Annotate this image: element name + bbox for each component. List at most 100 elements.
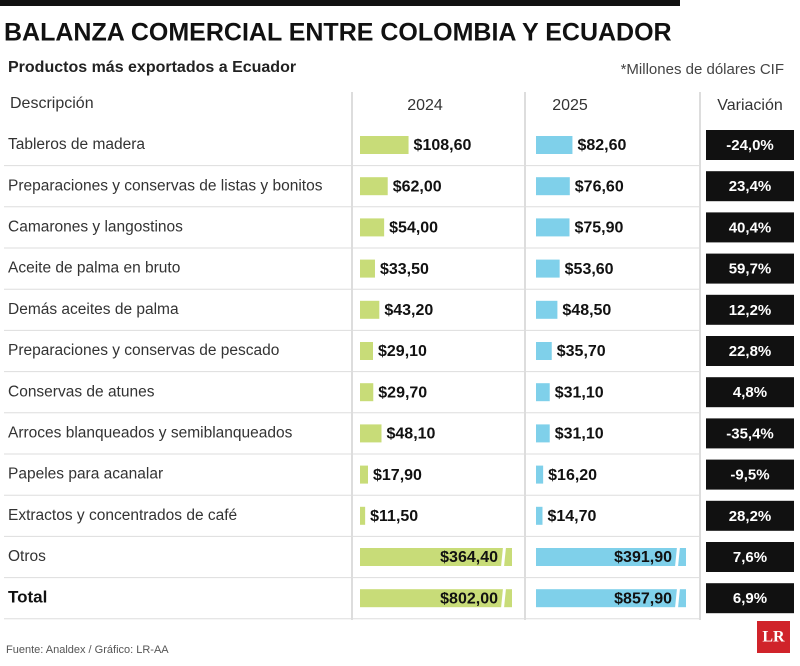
variation-label: 4,8%	[733, 384, 767, 401]
variation-cell	[706, 377, 794, 408]
logo: LR	[762, 629, 785, 646]
bar	[360, 506, 366, 525]
bar	[360, 383, 374, 402]
variation-cell	[706, 336, 794, 366]
column-header: Descripción	[10, 95, 94, 112]
column-header: 2025	[552, 97, 588, 114]
break-mark	[501, 547, 506, 567]
value-label: $364,40	[440, 549, 498, 566]
bar	[536, 424, 550, 443]
row-label: Preparaciones y conservas de pescado	[8, 342, 279, 359]
bar	[536, 218, 570, 237]
value-label: $29,70	[378, 384, 427, 401]
value-label: $75,90	[574, 220, 623, 237]
variation-cell	[706, 212, 794, 243]
variation-label: 40,4%	[729, 219, 772, 236]
value-label: $48,10	[387, 426, 436, 443]
value-label: $54,00	[389, 220, 438, 237]
bar	[360, 424, 382, 443]
variation-cell	[706, 583, 794, 614]
variation-label: 22,8%	[729, 343, 772, 360]
break-mark	[675, 588, 680, 609]
bar	[536, 136, 573, 154]
value-label: $82,60	[577, 137, 626, 154]
row-label: Aceite de palma en bruto	[8, 260, 180, 277]
row-label: Arroces blanqueados y semiblanqueados	[8, 424, 293, 441]
value-label: $108,60	[414, 137, 472, 154]
variation-label: 59,7%	[729, 261, 772, 278]
variation-label: 7,6%	[733, 549, 767, 566]
value-label: $53,60	[565, 261, 614, 278]
variation-label: 23,4%	[729, 178, 772, 195]
value-label: $62,00	[393, 178, 442, 195]
logo-box	[757, 621, 790, 653]
bar	[360, 177, 388, 196]
row-label: Conservas de atunes	[8, 383, 155, 400]
row-label: Otros	[8, 548, 46, 565]
variation-cell	[706, 253, 794, 284]
break-mark	[675, 547, 680, 567]
bar	[360, 465, 369, 484]
bar	[360, 548, 512, 566]
variation-label: 6,9%	[733, 590, 767, 607]
bar	[536, 259, 560, 278]
variation-label: -35,4%	[726, 425, 774, 442]
row-label: Demás aceites de palma	[8, 301, 179, 318]
unit-note: *Millones de dólares CIF	[621, 61, 784, 78]
value-label: $11,50	[370, 508, 418, 525]
row-label: Extractos y concentrados de café	[8, 507, 237, 524]
bar	[360, 589, 512, 608]
variation-label: -24,0%	[726, 137, 774, 154]
bar	[536, 465, 544, 484]
value-label: $391,90	[614, 549, 672, 566]
row-label: Camarones y langostinos	[8, 218, 183, 235]
value-label: $14,70	[547, 508, 596, 525]
variation-cell	[706, 459, 794, 490]
chart-title: BALANZA COMERCIAL ENTRE COLOMBIA Y ECUAD…	[4, 19, 672, 47]
variation-label: 12,2%	[729, 302, 772, 319]
top-rule	[0, 0, 680, 6]
variation-cell	[706, 130, 794, 160]
bar	[360, 342, 374, 360]
bar	[360, 259, 375, 278]
bar	[360, 300, 380, 319]
column-header: 2024	[407, 97, 443, 114]
row-label: Preparaciones y conservas de listas y bo…	[8, 177, 323, 194]
value-label: $16,20	[548, 467, 597, 484]
value-label: $31,10	[555, 384, 604, 401]
value-label: $31,10	[555, 426, 604, 443]
source: Fuente: Analdex / Gráfico: LR-AA	[6, 644, 169, 656]
break-mark	[501, 588, 506, 609]
bar	[360, 218, 385, 237]
bar	[536, 548, 686, 566]
variation-cell	[706, 418, 794, 449]
bar	[360, 136, 409, 154]
variation-cell	[706, 294, 794, 325]
value-label: $17,90	[373, 467, 422, 484]
variation-cell	[706, 500, 794, 531]
chart-subtitle: Productos más exportados a Ecuador	[8, 59, 296, 76]
bar	[536, 177, 570, 196]
bar	[536, 506, 543, 525]
value-label: $35,70	[557, 343, 606, 360]
variation-cell	[706, 542, 794, 572]
row-label: Total	[8, 588, 47, 607]
bar	[536, 300, 558, 319]
row-label: Tableros de madera	[8, 136, 145, 153]
value-label: $76,60	[575, 178, 624, 195]
variation-label: 28,2%	[729, 508, 772, 525]
value-label: $802,00	[440, 590, 498, 607]
value-label: $48,50	[562, 302, 611, 319]
value-label: $857,90	[614, 590, 672, 607]
row-label: Papeles para acanalar	[8, 466, 163, 483]
variation-label: -9,5%	[730, 467, 769, 484]
value-label: $29,10	[378, 343, 427, 360]
variation-cell	[706, 171, 794, 202]
column-header: Variación	[717, 97, 783, 114]
bar	[536, 383, 550, 402]
bar	[536, 342, 552, 360]
value-label: $43,20	[384, 302, 433, 319]
